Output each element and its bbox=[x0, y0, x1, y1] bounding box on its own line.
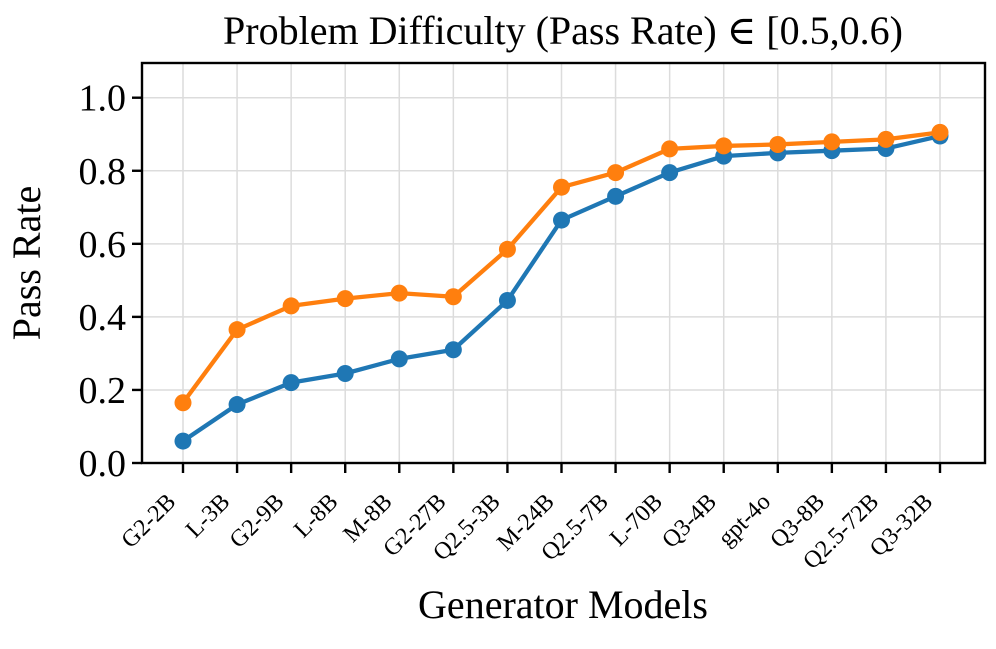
y-tick-label: 0.2 bbox=[79, 370, 127, 412]
data-point bbox=[553, 178, 570, 196]
data-point bbox=[607, 187, 625, 205]
data-point bbox=[498, 240, 516, 258]
data-point bbox=[444, 288, 462, 306]
data-point bbox=[390, 284, 408, 302]
data-point bbox=[336, 365, 354, 383]
x-tick-label: G2-9B bbox=[225, 489, 290, 554]
axis-layer bbox=[132, 61, 987, 473]
data-point bbox=[282, 297, 300, 315]
data-point bbox=[444, 341, 462, 359]
y-tick-label: 0.8 bbox=[79, 151, 127, 193]
y-tick-label: 0.4 bbox=[79, 297, 127, 339]
data-point bbox=[877, 130, 895, 148]
data-point bbox=[228, 396, 246, 414]
data-point bbox=[823, 133, 841, 151]
data-point bbox=[553, 211, 570, 229]
data-point bbox=[174, 394, 192, 412]
data-point bbox=[607, 164, 625, 182]
data-point bbox=[661, 164, 679, 182]
x-tick-label: gpt-4o bbox=[713, 489, 776, 552]
x-tick-label: L-8B bbox=[289, 489, 343, 543]
y-tick-label: 1.0 bbox=[79, 78, 127, 120]
data-point bbox=[336, 290, 354, 308]
y-tick-label: 0.6 bbox=[79, 224, 127, 266]
chart-title: Problem Difficulty (Pass Rate) ∈ [0.5,0.… bbox=[223, 8, 903, 53]
x-tick-label: L-70B bbox=[605, 489, 668, 552]
x-tick-label: Q3-4B bbox=[657, 489, 722, 554]
data-point bbox=[715, 137, 733, 155]
data-point bbox=[174, 432, 192, 450]
x-tick-label: G2-2B bbox=[117, 489, 182, 554]
series-layer bbox=[174, 123, 949, 450]
y-axis-label: Pass Rate bbox=[4, 186, 49, 340]
data-point bbox=[931, 123, 949, 141]
x-axis-label: Generator Models bbox=[418, 582, 708, 627]
y-tick-label: 0.0 bbox=[79, 443, 127, 485]
data-point bbox=[498, 291, 516, 309]
plot-border bbox=[140, 61, 987, 465]
grid-layer bbox=[142, 63, 985, 463]
data-point bbox=[390, 350, 408, 368]
data-point bbox=[769, 135, 787, 153]
data-point bbox=[661, 140, 679, 158]
data-point bbox=[282, 374, 300, 392]
data-point bbox=[228, 321, 246, 339]
